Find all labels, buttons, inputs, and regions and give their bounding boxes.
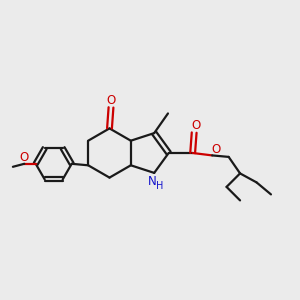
Text: H: H — [156, 181, 163, 190]
Text: O: O — [211, 143, 220, 156]
Text: O: O — [191, 119, 200, 133]
Text: O: O — [106, 94, 116, 107]
Text: N: N — [147, 175, 156, 188]
Text: O: O — [20, 151, 29, 164]
